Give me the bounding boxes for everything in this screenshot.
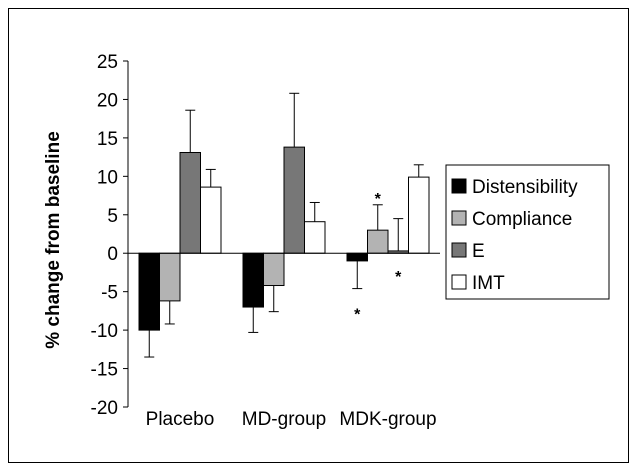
y-tick-label: 15 [97, 129, 118, 150]
significance-star: * [354, 307, 361, 324]
legend-swatch-e [451, 242, 467, 258]
x-tick-label: Placebo [146, 409, 215, 430]
x-tick-label: MD-group [242, 409, 326, 430]
significance-star: * [395, 269, 402, 286]
bar-e-md-group [283, 146, 305, 254]
axes [123, 60, 440, 408]
y-axis-label: % change from baseline [43, 131, 64, 349]
y-tick-label: 20 [97, 90, 118, 111]
bar-distensibility-mdk-group [346, 252, 368, 262]
legend-swatch-imt [451, 274, 467, 290]
bar-imt-md-group [304, 221, 326, 254]
bar-imt-placebo [200, 186, 222, 254]
legend-label: Compliance [472, 209, 572, 230]
legend: Distensibility Compliance E IMT [445, 164, 610, 300]
bar-e-placebo [179, 151, 201, 254]
bar-imt-mdk-group [408, 176, 430, 254]
y-tick-label: 10 [97, 167, 118, 188]
bar-distensibility-md-group [242, 252, 264, 308]
y-tick-label: 25 [97, 52, 118, 73]
bar-compliance-placebo [159, 252, 181, 302]
significance-markers: * * * [354, 191, 402, 323]
y-tick-label: -15 [91, 360, 118, 381]
y-tick-label: -20 [91, 398, 118, 419]
legend-label: IMT [472, 273, 505, 294]
y-tick-label: 5 [107, 206, 118, 227]
bars [138, 146, 430, 331]
y-tick-labels: 25 20 15 10 5 0 -5 -10 -15 -20 [91, 52, 118, 419]
bar-distensibility-placebo [138, 252, 160, 331]
legend-swatch-distensibility [451, 178, 467, 194]
legend-box [445, 164, 610, 300]
y-tick-label: -10 [91, 321, 118, 342]
legend-swatch-compliance [451, 210, 467, 226]
bar-compliance-md-group [263, 252, 285, 287]
bar-compliance-mdk-group [367, 229, 389, 254]
x-tick-label: MDK-group [339, 409, 436, 430]
x-tick-labels: Placebo MD-group MDK-group [146, 409, 437, 430]
significance-star: * [375, 191, 382, 208]
y-tick-label: 0 [107, 244, 118, 265]
error-bars [144, 92, 424, 358]
legend-label: E [472, 241, 485, 262]
legend-label: Distensibility [472, 177, 578, 198]
y-tick-label: -5 [101, 283, 118, 304]
